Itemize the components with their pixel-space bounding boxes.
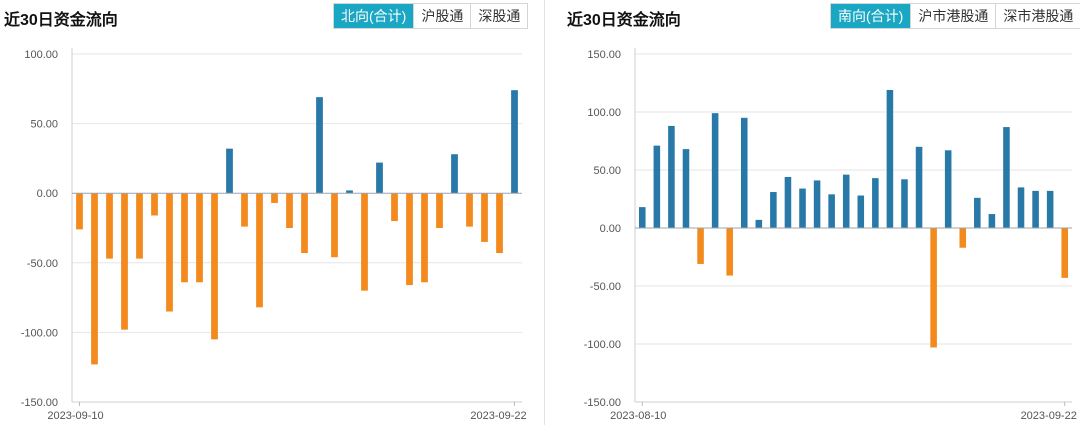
south-flow-panel: 近30日资金流向 南向(合计) 沪市港股通 深市港股通 150.00 100.00…: [555, 0, 1080, 425]
north-y-tick-label: -100.00: [21, 327, 58, 339]
south-bar-9[interactable]: [755, 219, 763, 228]
south-bar-11[interactable]: [784, 176, 792, 228]
north-bar-4[interactable]: [121, 193, 128, 330]
south-y-tick-label: -100.00: [584, 339, 621, 351]
north-x-end-label: 2023-09-22: [470, 410, 526, 422]
south-flow-chart: 150.00 100.00 50.00 0.00 -50.00 -100.00 -150.0…: [584, 48, 1077, 422]
south-x-start-label: 2023-08-10: [610, 410, 666, 422]
north-tabs: 北向(合计) 沪股通 深股通: [333, 3, 529, 29]
tab-shanghai-hk-connect[interactable]: 沪市港股通: [910, 4, 996, 28]
south-bar-13[interactable]: [813, 180, 821, 228]
north-bar-11[interactable]: [226, 148, 233, 194]
south-bar-27[interactable]: [1017, 187, 1025, 228]
south-bar-15[interactable]: [842, 174, 850, 228]
north-y-tick-label: 0.00: [37, 188, 58, 200]
north-bar-30[interactable]: [511, 90, 518, 194]
south-bar-20[interactable]: [915, 146, 923, 228]
north-bar-24[interactable]: [421, 193, 428, 283]
south-bar-19[interactable]: [901, 179, 908, 228]
south-bar-29[interactable]: [1046, 190, 1054, 228]
north-y-tick-label: 50.00: [30, 119, 58, 131]
south-bar-21[interactable]: [930, 228, 937, 348]
south-y-tick-label: 50.00: [593, 165, 621, 177]
south-x-end-label: 2023-09-22: [1021, 410, 1077, 422]
south-bar-12[interactable]: [799, 188, 806, 228]
north-bar-15[interactable]: [286, 193, 293, 228]
north-bar-25[interactable]: [436, 193, 443, 228]
south-bar-8[interactable]: [740, 117, 748, 228]
south-bar-6[interactable]: [711, 113, 719, 228]
north-bar-9[interactable]: [196, 193, 203, 283]
south-bar-18[interactable]: [886, 89, 894, 229]
south-bar-3[interactable]: [668, 125, 675, 228]
north-bar-23[interactable]: [406, 193, 413, 286]
south-bar-24[interactable]: [974, 197, 981, 228]
north-x-start-label: 2023-09-10: [47, 410, 103, 422]
south-bar-10[interactable]: [770, 192, 777, 228]
south-y-tick-label: -50.00: [590, 281, 621, 293]
north-bar-27[interactable]: [466, 193, 473, 227]
south-bar-28[interactable]: [1032, 190, 1039, 228]
south-bar-14[interactable]: [828, 194, 835, 228]
south-y-tick-label: 150.00: [587, 49, 621, 61]
north-bar-5[interactable]: [136, 193, 143, 259]
north-bar-18[interactable]: [331, 193, 338, 258]
north-bar-10[interactable]: [211, 193, 218, 340]
north-y-tick-label: -50.00: [27, 258, 58, 270]
south-y-tick-label: 0.00: [600, 223, 621, 235]
tab-shenzhen-hk-connect[interactable]: 深市港股通: [995, 4, 1080, 28]
north-bar-26[interactable]: [451, 154, 458, 194]
north-flow-panel: 近30日资金流向 北向(合计) 沪股通 深股通 100.00 50.00 0.00 -…: [4, 3, 529, 422]
south-bar-30[interactable]: [1061, 228, 1068, 278]
south-bar-16[interactable]: [857, 195, 865, 228]
south-y-tick-label: -150.00: [584, 397, 621, 409]
north-y-tick-label: 100.00: [24, 49, 58, 61]
south-panel-title: 近30日资金流向: [567, 12, 681, 29]
north-bar-8[interactable]: [181, 193, 188, 283]
tab-south-total[interactable]: 南向(合计): [831, 4, 911, 28]
tab-shenzhen-connect[interactable]: 深股通: [470, 4, 528, 28]
north-bar-12[interactable]: [241, 193, 248, 227]
north-flow-chart: 100.0050.000.00-50.00-100.00-150.002023-…: [21, 48, 527, 422]
north-bar-7[interactable]: [166, 193, 173, 312]
north-bar-3[interactable]: [106, 193, 113, 259]
south-bar-23[interactable]: [959, 228, 967, 248]
south-bar-17[interactable]: [872, 178, 879, 228]
north-bar-19[interactable]: [346, 190, 353, 194]
north-bar-21[interactable]: [376, 162, 383, 194]
south-bar-26[interactable]: [1003, 127, 1010, 228]
panel-divider: [544, 0, 545, 425]
north-y-tick-label: -150.00: [21, 397, 58, 409]
north-bar-13[interactable]: [256, 193, 263, 308]
north-bar-16[interactable]: [301, 193, 308, 254]
north-bar-17[interactable]: [316, 97, 323, 194]
north-bar-1[interactable]: [76, 193, 83, 230]
north-panel-title: 近30日资金流向: [4, 12, 118, 29]
tab-shanghai-connect[interactable]: 沪股通: [413, 4, 471, 28]
south-bar-25[interactable]: [988, 214, 996, 228]
north-bar-14[interactable]: [271, 193, 278, 203]
south-bar-22[interactable]: [944, 150, 952, 228]
south-bar-4[interactable]: [682, 149, 690, 228]
south-bar-5[interactable]: [697, 228, 704, 264]
south-tabs: 南向(合计) 沪市港股通 深市港股通: [830, 3, 1080, 29]
north-bar-20[interactable]: [361, 193, 368, 291]
north-bar-6[interactable]: [151, 193, 158, 216]
tab-north-total[interactable]: 北向(合计): [334, 4, 414, 28]
north-bar-22[interactable]: [391, 193, 398, 222]
south-bar-7[interactable]: [726, 228, 733, 276]
south-bar-1[interactable]: [639, 207, 646, 228]
south-bar-2[interactable]: [653, 145, 661, 228]
south-y-tick-label: 100.00: [587, 107, 621, 119]
north-bar-2[interactable]: [91, 193, 98, 365]
north-bar-28[interactable]: [481, 193, 488, 242]
north-bar-29[interactable]: [496, 193, 503, 254]
